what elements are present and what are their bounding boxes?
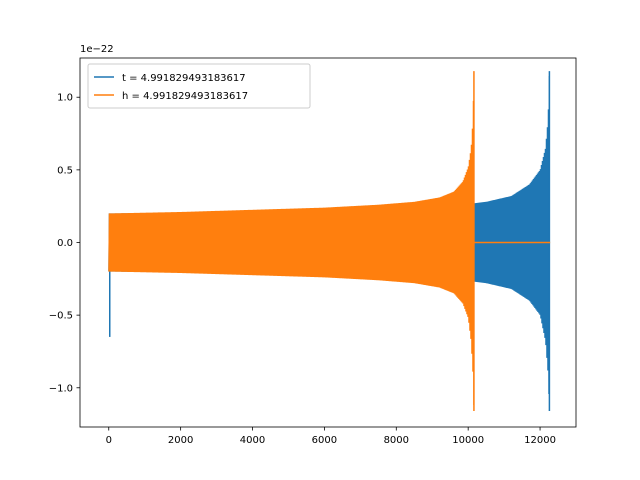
y-scale-label: 1e−22 (80, 44, 114, 55)
y-tick-label: 1.0 (57, 93, 73, 104)
y-tick-label: −1.0 (49, 383, 73, 394)
x-tick-label: 10000 (452, 435, 484, 446)
legend-label: t = 4.991829493183617 (122, 73, 246, 84)
x-tick-label: 8000 (384, 435, 409, 446)
y-axis: −1.0 −0.5 0.0 0.5 1.0 (49, 93, 80, 394)
legend-items: t = 4.991829493183617 h = 4.9918294931836… (94, 73, 248, 102)
y-tick-label: 0.5 (57, 165, 73, 176)
x-tick-label: 4000 (240, 435, 265, 446)
x-tick-label: 12000 (524, 435, 556, 446)
y-tick-label: −0.5 (49, 311, 73, 322)
x-tick-label: 2000 (168, 435, 193, 446)
x-tick-label: 6000 (312, 435, 337, 446)
legend: t = 4.991829493183617 h = 4.9918294931836… (87, 63, 311, 109)
series-h (108, 71, 551, 412)
legend-box (87, 63, 311, 109)
y-tick-label: 0.0 (57, 238, 73, 249)
series-layer (108, 71, 551, 412)
series-oscillation (108, 100, 475, 406)
legend-label: h = 4.991829493183617 (122, 91, 248, 102)
x-tick-label: 0 (106, 435, 112, 446)
x-axis: 0 2000 4000 6000 8000 10000 12000 (106, 427, 556, 446)
